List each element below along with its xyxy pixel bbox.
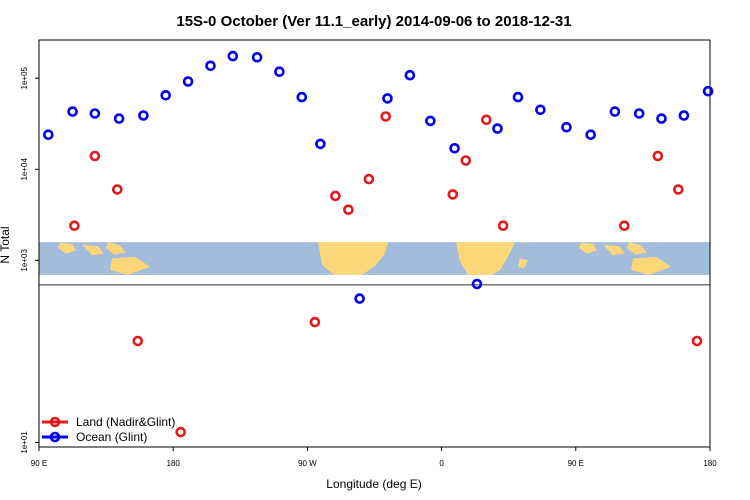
map-land-6 [518,258,528,269]
ocean-point [182,76,194,87]
map-land-2 [106,242,126,255]
legend-label-ocean: Ocean (Glint) [76,430,147,444]
map-land-1 [82,244,104,256]
y-axis: 1e+01 1e+03 1e+04 1e+05 [20,66,39,454]
ocean-point [609,106,621,117]
land-point [89,150,101,162]
y-tick-label: 1e+03 [20,249,29,272]
land-point [652,150,664,162]
map-land-4 [318,242,388,275]
ocean-point [492,123,503,134]
ocean-point [315,138,326,150]
ocean-point [702,85,714,97]
land-point [460,155,472,166]
x-tick-label: 90 E [31,459,47,468]
legend-label-land: Land (Nadir&Glint) [76,415,175,429]
ocean-point [113,113,125,124]
ocean-point [471,278,483,290]
ocean-point [160,90,171,101]
ocean-point [42,129,54,140]
ocean-point [561,121,572,133]
ocean-point [512,91,524,103]
land-point [363,173,375,185]
plot-frame [38,39,711,448]
map-land-7 [579,242,597,254]
land-point [672,184,684,195]
ocean-point [67,106,78,117]
y-tick-label: 1e+01 [20,431,29,454]
ocean-point [89,108,101,119]
ocean-point [382,93,393,104]
map-land-0 [58,242,76,254]
ocean-point [205,60,216,72]
x-tick-label: 180 [703,459,717,468]
y-tick-label: 1e+04 [20,158,29,181]
x-axis-label: Longitude (deg E) [326,477,421,491]
land-point [497,220,509,231]
land-point [175,426,186,438]
x-tick-label: 90 W [298,459,317,468]
ocean-point [633,108,645,119]
ocean-point [296,91,308,103]
land-point [480,114,492,126]
data-points [42,50,714,438]
ocean-point [227,50,239,62]
map-land-10 [631,256,671,275]
legend-marker-ocean [49,431,61,443]
ocean-point [404,69,416,81]
land-point [380,111,392,122]
land-point [309,316,321,328]
legend-marker-land [49,416,61,428]
land-point [447,189,459,200]
land-point [132,335,144,347]
y-axis-label: N Total [0,226,12,263]
ocean-point [535,104,546,116]
chart-title: 15S-0 October (Ver 11.1_early) 2014-09-0… [176,13,571,30]
ocean-point [585,129,597,140]
x-tick-label: 180 [167,459,181,468]
land-point [69,220,80,231]
ocean-point [656,113,667,124]
y-tick-label: 1e+05 [20,66,29,89]
world-map-strip [39,242,710,275]
land-point [112,184,123,195]
x-tick-label: 0 [439,459,444,468]
map-land-5 [456,242,515,275]
land-point [343,204,354,215]
land-point [330,190,341,202]
ocean-point [274,66,285,77]
map-land-8 [603,244,625,256]
ocean-point [449,143,460,154]
x-axis: 90 E 180 90 W 0 90 E 180 [31,447,717,468]
ocean-point [425,115,436,127]
land-point [691,335,703,347]
legend: Land (Nadir&Glint) Ocean (Glint) [42,415,175,444]
land-point [618,220,630,231]
ocean-point [251,51,263,63]
map-land-3 [110,256,150,275]
ocean-point [678,110,690,121]
map-land-9 [627,242,647,255]
ocean-point [138,110,149,121]
x-tick-label: 90 E [568,459,584,468]
ocean-point [354,293,365,304]
